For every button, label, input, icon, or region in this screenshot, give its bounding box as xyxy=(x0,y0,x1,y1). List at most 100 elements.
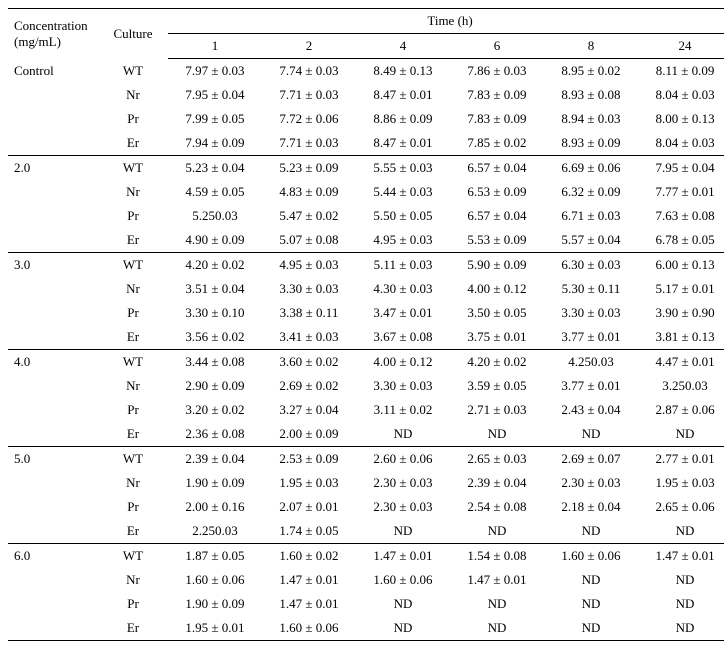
cell-value: 4.00 ± 0.12 xyxy=(356,350,450,375)
cell-value: 2.43 ± 0.04 xyxy=(544,398,638,422)
cell-value: 2.69 ± 0.07 xyxy=(544,447,638,472)
cell-value: 8.47 ± 0.01 xyxy=(356,131,450,156)
cell-value: 8.49 ± 0.13 xyxy=(356,59,450,84)
cell-value: ND xyxy=(450,519,544,544)
cell-value: 2.39 ± 0.04 xyxy=(168,447,262,472)
cell-culture: WT xyxy=(98,544,168,569)
cell-concentration xyxy=(8,325,98,350)
cell-value: 4.90 ± 0.09 xyxy=(168,228,262,253)
cell-concentration xyxy=(8,83,98,107)
cell-value: 2.18 ± 0.04 xyxy=(544,495,638,519)
table-row: Pr2.00 ± 0.162.07 ± 0.012.30 ± 0.032.54 … xyxy=(8,495,724,519)
cell-value: 2.30 ± 0.03 xyxy=(544,471,638,495)
cell-value: 2.87 ± 0.06 xyxy=(638,398,724,422)
col-time: Time (h) xyxy=(168,9,724,34)
cell-value: ND xyxy=(356,592,450,616)
cell-value: ND xyxy=(638,568,724,592)
cell-value: 7.95 ± 0.04 xyxy=(638,156,724,181)
cell-concentration xyxy=(8,301,98,325)
cell-culture: Er xyxy=(98,131,168,156)
cell-concentration xyxy=(8,398,98,422)
cell-value: 1.60 ± 0.06 xyxy=(262,616,356,641)
table-row: 5.0WT2.39 ± 0.042.53 ± 0.092.60 ± 0.062.… xyxy=(8,447,724,472)
cell-value: 2.69 ± 0.02 xyxy=(262,374,356,398)
cell-value: 2.00 ± 0.09 xyxy=(262,422,356,447)
cell-value: 6.69 ± 0.06 xyxy=(544,156,638,181)
table-row: 3.0WT4.20 ± 0.024.95 ± 0.035.11 ± 0.035.… xyxy=(8,253,724,278)
col-culture: Culture xyxy=(98,9,168,59)
cell-value: 4.47 ± 0.01 xyxy=(638,350,724,375)
cell-value: ND xyxy=(544,568,638,592)
cell-value: 1.87 ± 0.05 xyxy=(168,544,262,569)
cell-culture: WT xyxy=(98,350,168,375)
cell-concentration xyxy=(8,495,98,519)
cell-value: 1.60 ± 0.06 xyxy=(168,568,262,592)
table-row: Nr1.90 ± 0.091.95 ± 0.032.30 ± 0.032.39 … xyxy=(8,471,724,495)
cell-value: ND xyxy=(638,616,724,641)
cell-value: 4.250.03 xyxy=(544,350,638,375)
cell-value: ND xyxy=(450,422,544,447)
table-row: Pr7.99 ± 0.057.72 ± 0.068.86 ± 0.097.83 … xyxy=(8,107,724,131)
table-row: Er2.36 ± 0.082.00 ± 0.09NDNDNDND xyxy=(8,422,724,447)
cell-value: 8.00 ± 0.13 xyxy=(638,107,724,131)
cell-value: 4.20 ± 0.02 xyxy=(450,350,544,375)
cell-value: 5.47 ± 0.02 xyxy=(262,204,356,228)
cell-value: 6.78 ± 0.05 xyxy=(638,228,724,253)
table-row: Pr1.90 ± 0.091.47 ± 0.01NDNDNDND xyxy=(8,592,724,616)
cell-value: 5.55 ± 0.03 xyxy=(356,156,450,181)
cell-value: 1.95 ± 0.03 xyxy=(262,471,356,495)
cell-value: 1.47 ± 0.01 xyxy=(262,592,356,616)
cell-value: 3.67 ± 0.08 xyxy=(356,325,450,350)
cell-concentration xyxy=(8,471,98,495)
cell-concentration xyxy=(8,277,98,301)
cell-culture: WT xyxy=(98,156,168,181)
cell-concentration xyxy=(8,180,98,204)
cell-concentration xyxy=(8,568,98,592)
cell-value: 5.250.03 xyxy=(168,204,262,228)
cell-value: 2.30 ± 0.03 xyxy=(356,495,450,519)
cell-value: 5.23 ± 0.09 xyxy=(262,156,356,181)
cell-value: 6.00 ± 0.13 xyxy=(638,253,724,278)
cell-value: 7.97 ± 0.03 xyxy=(168,59,262,84)
cell-value: 1.60 ± 0.06 xyxy=(356,568,450,592)
cell-value: 1.74 ± 0.05 xyxy=(262,519,356,544)
cell-concentration: 3.0 xyxy=(8,253,98,278)
cell-culture: Nr xyxy=(98,83,168,107)
cell-value: 2.36 ± 0.08 xyxy=(168,422,262,447)
table-row: Er2.250.031.74 ± 0.05NDNDNDND xyxy=(8,519,724,544)
cell-culture: WT xyxy=(98,447,168,472)
cell-value: 4.95 ± 0.03 xyxy=(356,228,450,253)
cell-concentration: 2.0 xyxy=(8,156,98,181)
table-row: Er3.56 ± 0.023.41 ± 0.033.67 ± 0.083.75 … xyxy=(8,325,724,350)
table-row: Nr1.60 ± 0.061.47 ± 0.011.60 ± 0.061.47 … xyxy=(8,568,724,592)
cell-value: 4.83 ± 0.09 xyxy=(262,180,356,204)
cell-value: 7.83 ± 0.09 xyxy=(450,107,544,131)
col-t4: 4 xyxy=(356,34,450,59)
cell-culture: Nr xyxy=(98,568,168,592)
cell-culture: WT xyxy=(98,59,168,84)
table-body: ControlWT7.97 ± 0.037.74 ± 0.038.49 ± 0.… xyxy=(8,59,724,641)
cell-value: 6.57 ± 0.04 xyxy=(450,204,544,228)
cell-value: 1.95 ± 0.01 xyxy=(168,616,262,641)
cell-value: 7.83 ± 0.09 xyxy=(450,83,544,107)
table-row: Pr5.250.035.47 ± 0.025.50 ± 0.056.57 ± 0… xyxy=(8,204,724,228)
cell-value: ND xyxy=(450,592,544,616)
cell-value: ND xyxy=(544,422,638,447)
cell-value: 1.47 ± 0.01 xyxy=(262,568,356,592)
table-row: 2.0WT5.23 ± 0.045.23 ± 0.095.55 ± 0.036.… xyxy=(8,156,724,181)
cell-culture: Pr xyxy=(98,592,168,616)
cell-value: 8.04 ± 0.03 xyxy=(638,131,724,156)
cell-value: 4.59 ± 0.05 xyxy=(168,180,262,204)
cell-value: 5.90 ± 0.09 xyxy=(450,253,544,278)
cell-concentration xyxy=(8,107,98,131)
col-t2: 2 xyxy=(262,34,356,59)
cell-value: 2.71 ± 0.03 xyxy=(450,398,544,422)
table-row: 4.0WT3.44 ± 0.083.60 ± 0.024.00 ± 0.124.… xyxy=(8,350,724,375)
cell-concentration xyxy=(8,592,98,616)
cell-value: 7.94 ± 0.09 xyxy=(168,131,262,156)
cell-value: 8.94 ± 0.03 xyxy=(544,107,638,131)
cell-concentration xyxy=(8,228,98,253)
table-row: Nr3.51 ± 0.043.30 ± 0.034.30 ± 0.034.00 … xyxy=(8,277,724,301)
cell-value: 7.71 ± 0.03 xyxy=(262,83,356,107)
cell-value: 6.30 ± 0.03 xyxy=(544,253,638,278)
